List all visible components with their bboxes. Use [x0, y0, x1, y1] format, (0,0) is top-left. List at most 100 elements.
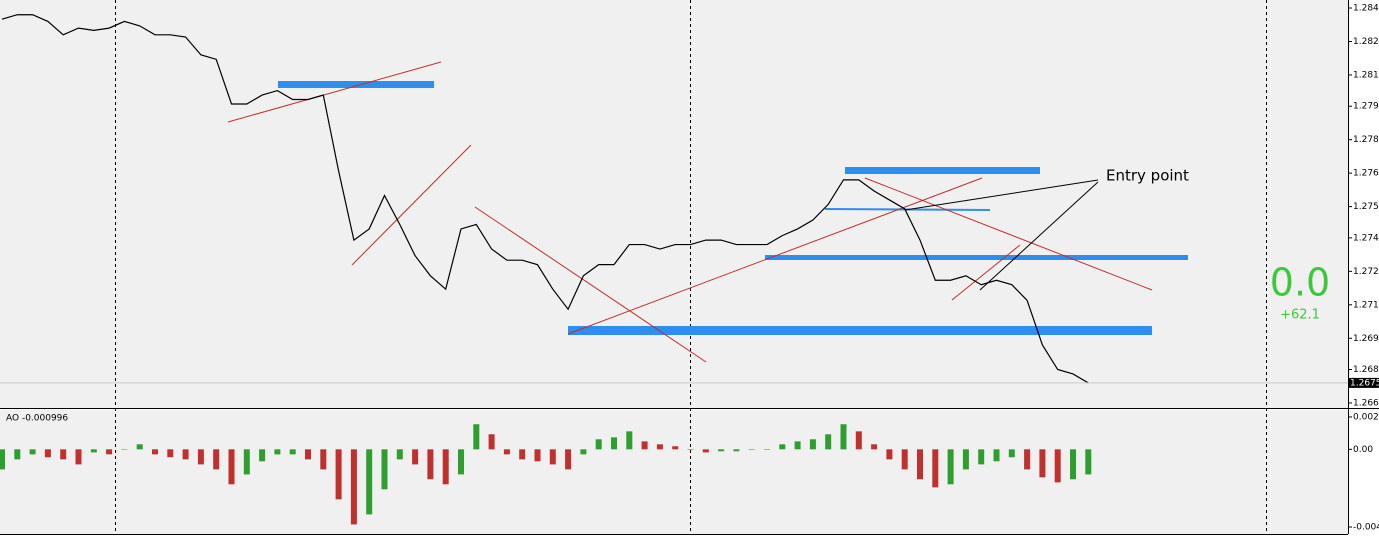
y-tick-label: 1.2784 [1353, 135, 1379, 145]
current-price-box [1349, 377, 1379, 388]
current-price-label: 1.2675 [1350, 378, 1379, 388]
ao-bar [366, 449, 373, 515]
ao-bar [44, 449, 51, 458]
ao-bar [152, 449, 158, 455]
ao-bar [840, 424, 847, 450]
ao-bar [29, 449, 36, 455]
ao-bar [886, 449, 893, 460]
overlay-value: 0.0 [1270, 261, 1330, 305]
annotation-arrow [979, 181, 1099, 291]
price-panel [0, 0, 1348, 408]
ao-bar [917, 449, 923, 480]
annotation: Entry point [1106, 167, 1189, 185]
ao-bar [473, 424, 480, 450]
level-zone [845, 167, 1040, 174]
overlay-change: +62.1 [1280, 308, 1320, 323]
ao-bar [809, 439, 816, 450]
ao-bar [381, 449, 388, 490]
ao-bar [350, 449, 357, 525]
ao-bar [106, 449, 113, 455]
ao-bar [0, 449, 5, 470]
trend-line [351, 144, 472, 266]
ao-bar [962, 449, 969, 470]
annotation-arrow [904, 179, 1099, 211]
ao-bar [855, 431, 862, 450]
ao-bar [733, 449, 740, 452]
ao-bar [182, 449, 189, 460]
ao-bar [412, 449, 419, 465]
trend-line [227, 61, 442, 123]
ao-bar [871, 444, 878, 450]
ao-bar [503, 449, 510, 455]
ao-bar [565, 449, 572, 470]
y-tick-label: 1.2695 [1353, 334, 1379, 344]
ao-bar [993, 449, 1000, 462]
ao-bar [442, 449, 449, 485]
ao-bar [335, 449, 342, 500]
ao-bar [488, 434, 495, 450]
trend-line [864, 177, 1153, 291]
ao-bar [1085, 449, 1092, 475]
ao-bar [458, 449, 464, 475]
ao-bar [1008, 449, 1015, 458]
ao-bar [656, 444, 663, 450]
ao-bar [274, 449, 281, 455]
ao-bar [305, 449, 311, 460]
ao-bar [136, 444, 143, 450]
ao-bar [549, 449, 556, 465]
y-tick-label: 1.2754 [1353, 202, 1379, 212]
y-tick-label: 1.2813 [1353, 70, 1379, 80]
y-tick-label: 1.2843 [1353, 4, 1379, 14]
ao-bar [901, 449, 908, 470]
ao-bar [687, 449, 694, 450]
ao-bar [75, 449, 82, 465]
ao-bar [167, 449, 174, 458]
ao-bar [289, 449, 296, 455]
ao-bar [197, 449, 204, 465]
ao-bar [611, 437, 617, 450]
ao-bar [779, 444, 786, 450]
ao-bar [14, 449, 21, 460]
ao-bar [1024, 449, 1031, 470]
price-line [1, 14, 1089, 384]
level-zone [765, 255, 1188, 260]
y-tick-label: 0.00 [1353, 445, 1373, 455]
ao-bar [794, 441, 801, 450]
y-tick-label: 1.2799 [1353, 102, 1379, 112]
y-tick-label: 1.2740 [1353, 233, 1379, 243]
ao-bar [718, 449, 725, 452]
y-tick-label: 1.2828 [1353, 37, 1379, 47]
ao-bar [978, 449, 985, 465]
ao-bar [243, 449, 250, 475]
y-tick-label: 1.2725 [1353, 267, 1379, 277]
ao-bar [672, 446, 679, 450]
ao-bar [228, 449, 235, 485]
ao-bar [519, 449, 526, 460]
ao-bar [1070, 449, 1076, 480]
ao-bar [580, 449, 587, 455]
y-tick-label: -0.0048 [1353, 523, 1379, 533]
ao-bar [825, 434, 832, 450]
ao-bar [213, 449, 220, 470]
indicator-label: AO -0.000996 [6, 414, 68, 424]
ao-bar [90, 449, 97, 453]
ao-bar [932, 449, 939, 488]
ao-bar [641, 441, 648, 450]
ao-bar [947, 449, 954, 485]
ao-bar [60, 449, 67, 460]
trend-line [474, 206, 707, 363]
ao-bar [1054, 449, 1061, 483]
y-tick-label: 1.2666 [1353, 398, 1379, 408]
ao-bar [764, 449, 770, 450]
ao-bar [121, 449, 128, 450]
ao-bar [534, 449, 541, 462]
ao-bar [702, 449, 709, 453]
ao-bar [320, 449, 327, 470]
trend-line [567, 177, 983, 335]
y-tick-label: 1.2769 [1353, 169, 1379, 179]
ao-panel [0, 410, 1348, 534]
ao-bar [748, 449, 755, 450]
